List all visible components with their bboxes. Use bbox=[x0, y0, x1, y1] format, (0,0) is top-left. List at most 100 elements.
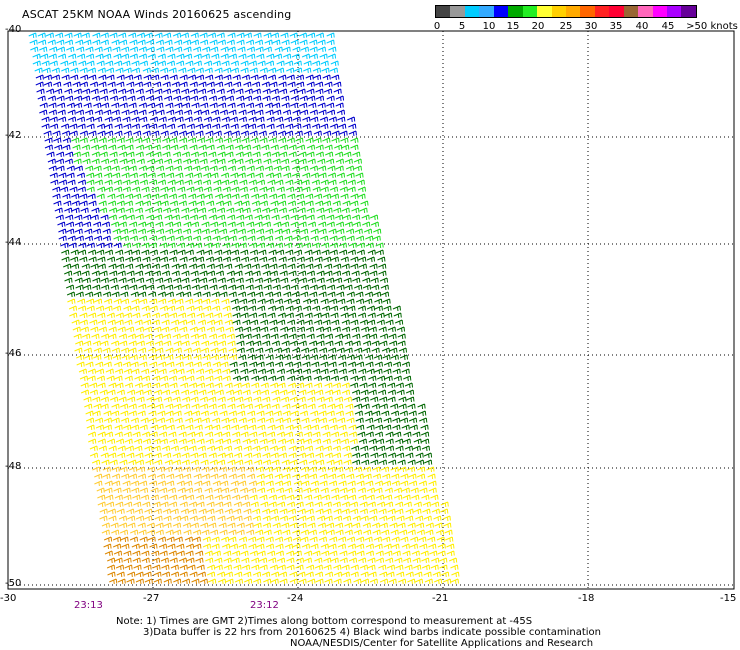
wind-barb bbox=[157, 172, 166, 179]
wind-barb bbox=[159, 256, 169, 263]
wind-barb bbox=[239, 305, 248, 312]
wind-barb bbox=[249, 361, 258, 368]
wind-barb bbox=[74, 214, 83, 221]
wind-barb bbox=[253, 340, 262, 347]
wind-barb bbox=[282, 354, 291, 361]
wind-barb bbox=[71, 207, 80, 214]
wind-barb bbox=[188, 382, 198, 389]
wind-barb bbox=[210, 473, 219, 480]
wind-barb bbox=[268, 501, 277, 508]
wind-barb bbox=[170, 564, 179, 571]
wind-barb bbox=[198, 389, 207, 396]
wind-barb bbox=[107, 557, 116, 564]
wind-barb bbox=[274, 242, 284, 249]
wind-barb bbox=[166, 361, 175, 368]
wind-barb bbox=[223, 130, 232, 137]
wind-barb bbox=[185, 424, 194, 431]
wind-barb bbox=[256, 536, 265, 543]
wind-barb bbox=[319, 53, 328, 60]
wind-barb bbox=[257, 60, 266, 67]
wind-barb bbox=[168, 193, 178, 200]
wind-barb bbox=[324, 207, 333, 214]
wind-barb bbox=[200, 39, 209, 46]
wind-barb bbox=[114, 375, 123, 382]
wind-barb bbox=[281, 459, 290, 466]
wind-barb bbox=[197, 445, 206, 452]
wind-barb bbox=[85, 53, 95, 60]
wind-barb bbox=[216, 144, 225, 151]
wind-barb bbox=[254, 221, 263, 228]
wind-barb bbox=[204, 487, 213, 494]
wind-barb bbox=[319, 480, 328, 487]
wind-barb bbox=[191, 340, 200, 347]
wind-barb bbox=[68, 60, 77, 67]
wind-barb bbox=[58, 228, 67, 235]
wind-barb bbox=[176, 480, 185, 487]
wind-barb bbox=[174, 417, 183, 424]
wind-barb bbox=[290, 284, 299, 291]
wind-barb bbox=[87, 431, 97, 438]
wind-barb bbox=[130, 529, 139, 536]
wind-barb bbox=[247, 417, 256, 424]
wind-barb bbox=[375, 550, 384, 557]
wind-barb bbox=[365, 543, 375, 550]
wind-barb bbox=[265, 354, 274, 361]
wind-barb bbox=[160, 200, 169, 207]
wind-barb bbox=[213, 186, 222, 193]
wind-barb bbox=[347, 249, 356, 256]
wind-barb bbox=[214, 564, 223, 571]
wind-barb bbox=[378, 508, 387, 515]
colorbar-label: 30 bbox=[584, 21, 598, 32]
wind-barb bbox=[112, 480, 121, 487]
wind-barb bbox=[369, 333, 378, 340]
wind-barb bbox=[205, 494, 214, 501]
wind-barb bbox=[238, 480, 247, 487]
wind-barb bbox=[260, 389, 270, 396]
colorbar-label: 15 bbox=[506, 21, 520, 32]
wind-barb bbox=[129, 109, 139, 116]
wind-barb bbox=[131, 543, 140, 550]
wind-barb bbox=[308, 102, 317, 109]
wind-barb bbox=[195, 130, 204, 137]
wind-barb bbox=[266, 242, 275, 249]
wind-barb bbox=[348, 494, 357, 501]
wind-barb bbox=[326, 459, 335, 466]
wind-barb bbox=[179, 501, 188, 508]
wind-barb bbox=[186, 123, 195, 130]
wind-barb bbox=[214, 193, 224, 200]
wind-barb bbox=[313, 494, 322, 501]
wind-barb bbox=[114, 123, 123, 130]
wind-barb bbox=[226, 270, 235, 277]
wind-barb bbox=[235, 459, 244, 466]
wind-barb bbox=[248, 536, 257, 543]
wind-barb bbox=[238, 417, 247, 424]
wind-barb bbox=[80, 382, 89, 389]
wind-barb bbox=[255, 354, 264, 361]
wind-barb bbox=[271, 340, 280, 347]
wind-barb bbox=[97, 431, 106, 438]
wind-barb bbox=[198, 515, 207, 522]
wind-barb bbox=[157, 291, 166, 298]
wind-barb bbox=[280, 326, 289, 333]
wind-barb bbox=[278, 74, 287, 81]
wind-barb bbox=[412, 431, 421, 438]
wind-barb bbox=[397, 340, 406, 347]
wind-barb bbox=[139, 487, 149, 494]
wind-barb bbox=[232, 137, 241, 144]
wind-barb bbox=[84, 109, 94, 116]
wind-barb bbox=[297, 508, 306, 515]
wind-barb bbox=[223, 200, 232, 207]
wind-barb bbox=[305, 263, 314, 270]
wind-barb bbox=[161, 270, 171, 277]
wind-barb bbox=[181, 396, 191, 403]
wind-barb bbox=[193, 179, 202, 186]
wind-barb bbox=[299, 459, 308, 466]
wind-barb bbox=[230, 123, 239, 130]
wind-barb bbox=[327, 172, 337, 179]
wind-barb bbox=[86, 305, 95, 312]
wind-barb bbox=[387, 452, 397, 459]
wind-barb bbox=[360, 445, 369, 452]
wind-barb bbox=[334, 459, 343, 466]
wind-barb bbox=[252, 508, 261, 515]
wind-barb bbox=[350, 508, 359, 515]
